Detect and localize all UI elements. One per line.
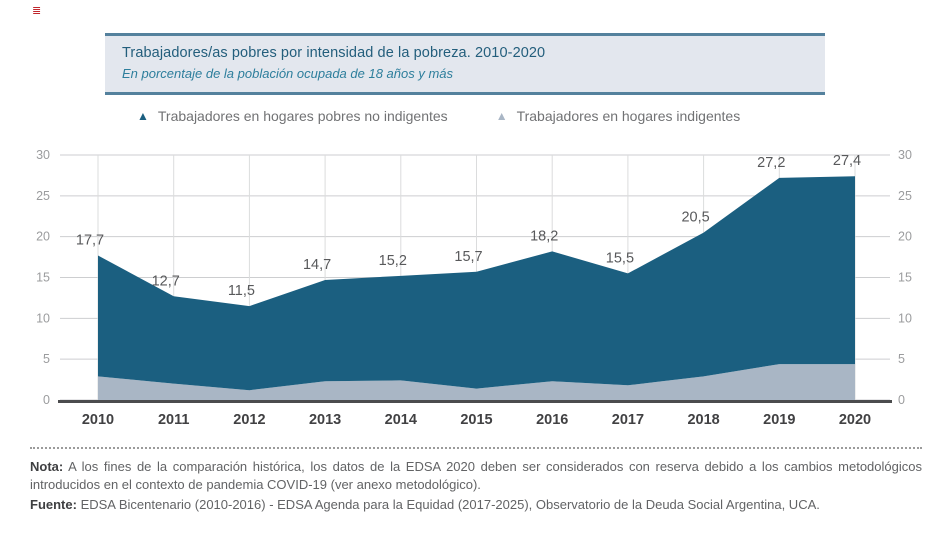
y-tick-label-left: 30	[36, 148, 50, 162]
area-pobres-no-indigentes	[98, 176, 855, 391]
x-tick-year-label: 2014	[385, 412, 417, 428]
data-label: 15,7	[454, 249, 482, 265]
data-label: 18,2	[530, 228, 558, 244]
x-tick-year-label: 2019	[763, 412, 795, 428]
y-tick-label-left: 0	[43, 393, 50, 407]
chart-footer: Nota: A los fines de la comparación hist…	[30, 447, 922, 514]
legend-item-pobres-no-indigentes: ▲ Trabajadores en hogares pobres no indi…	[137, 108, 448, 124]
data-label: 20,5	[681, 210, 709, 226]
source-text: Fuente: EDSA Bicentenario (2010-2016) - …	[30, 496, 922, 514]
note-body: A los fines de la comparación histórica,…	[30, 459, 922, 492]
data-label: 12,7	[152, 273, 180, 289]
chart-title: Trabajadores/as pobres por intensidad de…	[122, 45, 546, 61]
legend-label-indigentes: Trabajadores en hogares indigentes	[516, 108, 741, 124]
y-tick-label-right: 30	[898, 148, 912, 162]
legend-label-pobres-no-indigentes: Trabajadores en hogares pobres no indige…	[157, 108, 448, 124]
y-tick-label-right: 25	[898, 189, 912, 203]
note-text: Nota: A los fines de la comparación hist…	[30, 458, 922, 493]
x-tick-year-label: 2012	[233, 412, 265, 428]
data-label: 15,2	[379, 253, 407, 269]
y-tick-label-left: 15	[36, 271, 50, 285]
data-label: 17,7	[76, 232, 104, 248]
dotted-separator	[30, 447, 922, 449]
data-label: 15,5	[606, 250, 634, 266]
y-tick-label-right: 15	[898, 271, 912, 285]
y-tick-label-right: 10	[898, 311, 912, 325]
y-tick-label-left: 10	[36, 311, 50, 325]
y-tick-label-right: 20	[898, 230, 912, 244]
data-label: 11,5	[228, 283, 255, 299]
y-tick-label-right: 5	[898, 352, 905, 366]
source-label: Fuente:	[30, 497, 77, 513]
data-label: 14,7	[303, 257, 331, 273]
y-tick-label-right: 0	[898, 393, 905, 407]
x-tick-year-label: 2013	[309, 412, 341, 428]
y-tick-label-left: 5	[43, 352, 50, 366]
area-indigentes	[98, 364, 855, 400]
legend-item-indigentes: ▲ Trabajadores en hogares indigentes	[496, 108, 741, 124]
x-tick-year-label: 2016	[536, 412, 568, 428]
x-tick-year-label: 2018	[687, 412, 719, 428]
source-body: EDSA Bicentenario (2010-2016) - EDSA Age…	[80, 497, 820, 513]
x-tick-year-label: 2010	[82, 412, 114, 428]
x-tick-year-label: 2011	[158, 412, 189, 428]
x-tick-year-label: 2017	[612, 412, 644, 428]
triangle-dark-icon: ▲	[137, 109, 149, 123]
x-tick-year-label: 2020	[839, 412, 871, 428]
chart-legend: ▲ Trabajadores en hogares pobres no indi…	[137, 108, 740, 124]
y-tick-label-left: 25	[36, 189, 50, 203]
data-label: 27,2	[757, 155, 785, 171]
note-label: Nota:	[30, 459, 64, 474]
data-label: 27,4	[833, 153, 861, 169]
chart-subtitle: En porcentaje de la población ocupada de…	[122, 66, 454, 81]
red-mark-icon: ≣	[32, 5, 41, 17]
y-tick-label-left: 20	[36, 230, 50, 244]
chart-title-box: Trabajadores/as pobres por intensidad de…	[105, 33, 825, 95]
x-tick-year-label: 2015	[460, 412, 492, 428]
triangle-light-icon: ▲	[495, 109, 508, 123]
